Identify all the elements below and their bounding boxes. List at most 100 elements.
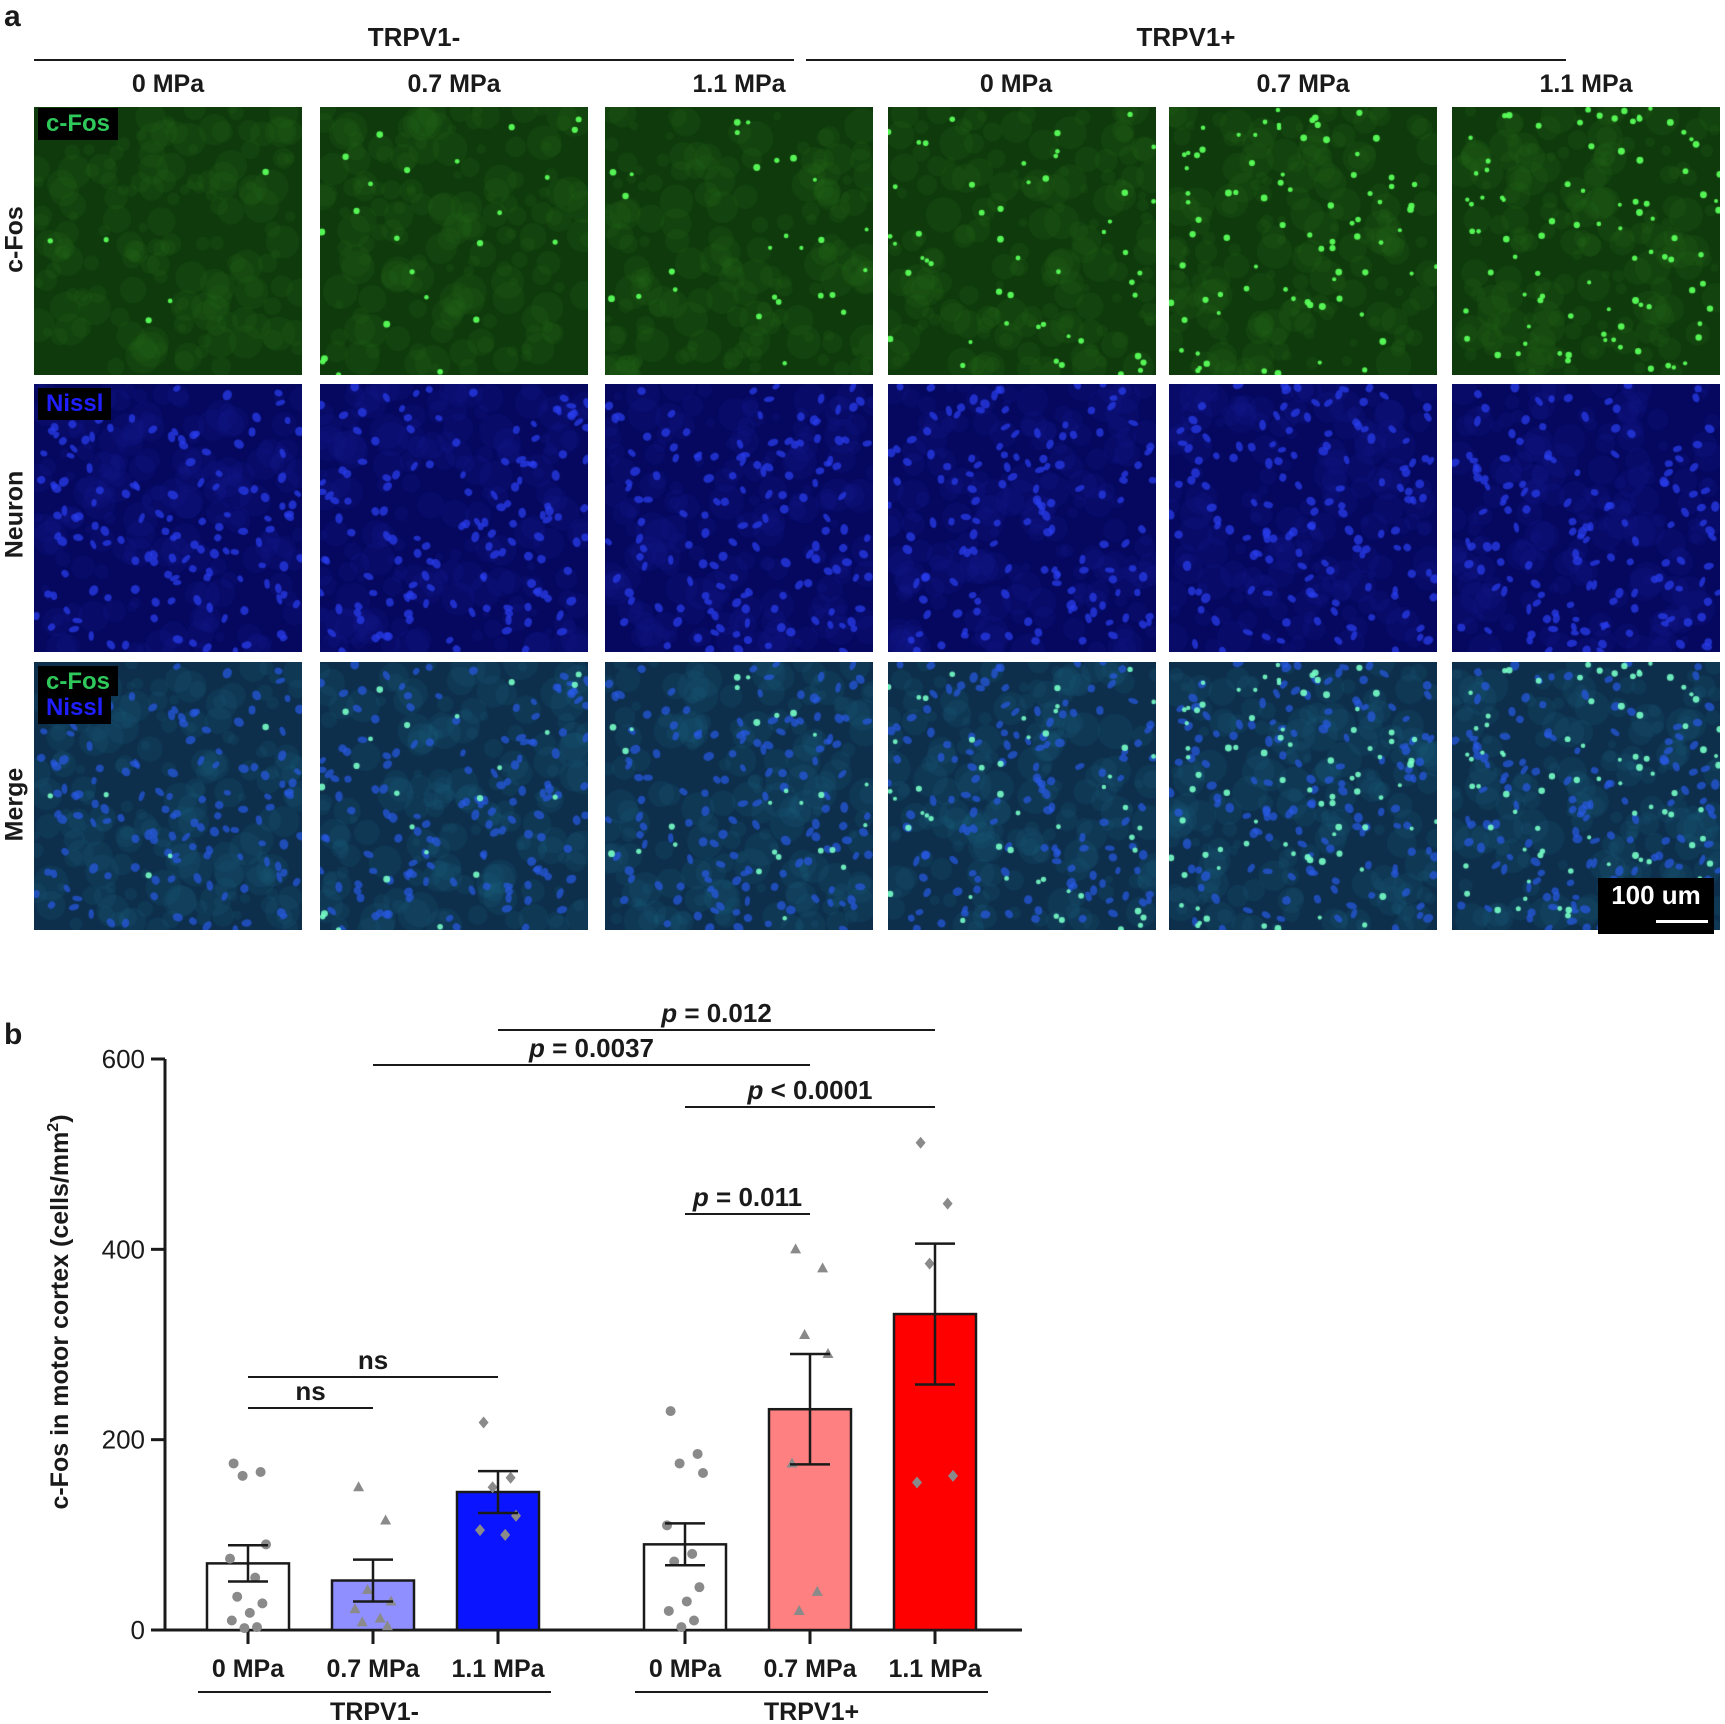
micrograph-merge-5 <box>1169 662 1437 930</box>
data-point <box>487 1481 498 1494</box>
scale-bar-label: 100 um <box>1611 880 1701 910</box>
data-point <box>681 1596 692 1607</box>
panel-b-letter: b <box>4 1018 23 1051</box>
row-label-merge: Merge <box>0 767 29 842</box>
data-point <box>687 1548 698 1559</box>
y-tick-label: 0 <box>131 1615 145 1645</box>
column-label: 0.7 MPa <box>1256 70 1350 98</box>
data-point <box>676 1622 687 1633</box>
data-point <box>500 1528 511 1541</box>
x-tick-label: 1.1 MPa <box>888 1655 982 1683</box>
column-label: 0.7 MPa <box>407 70 501 98</box>
x-tick-label: 1.1 MPa <box>451 1655 545 1683</box>
data-point <box>912 1476 922 1489</box>
data-point <box>232 1591 243 1602</box>
data-point <box>475 1524 485 1537</box>
column-label: 1.1 MPa <box>692 70 786 98</box>
channel-tag-nissl: Nissl <box>38 388 112 420</box>
data-point <box>692 1448 703 1459</box>
significance-label: p = 0.012 <box>660 998 772 1028</box>
data-point <box>239 1623 250 1634</box>
data-point <box>228 1458 239 1469</box>
y-tick-label: 600 <box>102 1044 145 1074</box>
data-point <box>380 1514 392 1525</box>
group-label: TRPV1- <box>330 1698 419 1724</box>
bars <box>205 1312 978 1632</box>
data-point <box>662 1520 672 1531</box>
data-point <box>226 1615 237 1626</box>
x-tick-label: 0 MPa <box>212 1655 285 1683</box>
micrograph-nissl-4 <box>888 384 1156 652</box>
column-label: 1.1 MPa <box>1539 70 1633 98</box>
data-point <box>942 1197 953 1210</box>
group-line-trpv1-pos <box>806 59 1566 61</box>
significance-label: ns <box>358 1345 388 1375</box>
axes: 0 200 400 600 0 MPa 0.7 MPa 1.1 MPa 0 MPa 0.7 MP… <box>102 1044 1022 1724</box>
significance-label: ns <box>295 1376 325 1406</box>
micrograph-nissl-1 <box>34 384 302 652</box>
y-tick-label: 400 <box>102 1234 145 1264</box>
significance-label: p = 0.0037 <box>528 1033 654 1063</box>
micrograph-nissl-2 <box>320 384 588 652</box>
data-point <box>811 1585 823 1596</box>
x-tick-label: 0.7 MPa <box>763 1655 857 1683</box>
data-point <box>924 1257 935 1270</box>
error-bars <box>228 1242 955 1603</box>
data-point <box>250 1572 261 1583</box>
data-point <box>381 1620 393 1631</box>
y-tick-label: 200 <box>102 1425 145 1455</box>
group-line-trpv1-neg <box>34 59 794 61</box>
data-point <box>252 1622 262 1633</box>
data-point <box>793 1604 805 1615</box>
micrograph-cfos-1 <box>34 107 302 375</box>
micrograph-cfos-2 <box>320 107 588 375</box>
micrograph-cfos-6 <box>1452 107 1720 375</box>
data-point <box>948 1469 958 1482</box>
channel-tag-cfos: c-Fos <box>38 108 119 140</box>
data-point <box>237 1470 248 1481</box>
data-point <box>478 1416 489 1429</box>
data-point <box>505 1471 516 1484</box>
data-point <box>915 1136 926 1149</box>
y-axis-label: c-Fos in motor cortex (cells/mm2) <box>45 1114 74 1509</box>
data-point <box>244 1607 255 1618</box>
data-point <box>255 1467 266 1478</box>
micrograph-merge-2 <box>320 662 588 930</box>
data-point <box>669 1556 680 1567</box>
data-point <box>799 1328 811 1339</box>
data-point <box>689 1615 699 1626</box>
data-point <box>374 1612 386 1623</box>
data-point <box>349 1603 361 1614</box>
group-label-trpv1-neg: TRPV1- <box>367 22 461 52</box>
data-point <box>257 1598 268 1609</box>
panel-a-letter: a <box>4 0 21 33</box>
scale-bar-line <box>1656 920 1708 923</box>
micrograph-nissl-5 <box>1169 384 1437 652</box>
x-tick-label: 0 MPa <box>649 1655 722 1683</box>
data-point <box>674 1458 685 1469</box>
micrograph-cfos-5 <box>1169 107 1437 375</box>
data-point <box>356 1616 368 1627</box>
row-label-cfos: c-Fos <box>0 206 29 273</box>
significance-label: p < 0.0001 <box>746 1075 872 1105</box>
data-point <box>362 1584 374 1595</box>
scale-bar: 100 um <box>1598 878 1714 934</box>
data-point <box>225 1553 235 1564</box>
column-label: 0 MPa <box>979 70 1053 98</box>
micrograph-merge-4 <box>888 662 1156 930</box>
column-label: 0 MPa <box>131 70 205 98</box>
data-point <box>663 1605 674 1616</box>
data-point <box>353 1481 365 1492</box>
micrograph-cfos-4 <box>888 107 1156 375</box>
micrograph-nissl-3 <box>605 384 873 652</box>
x-tick-label: 0.7 MPa <box>326 1655 420 1683</box>
data-point <box>665 1406 676 1417</box>
data-points <box>225 1136 958 1634</box>
micrograph-merge-3 <box>605 662 873 930</box>
significance-label: p = 0.011 <box>692 1182 802 1212</box>
group-label-trpv1-pos: TRPV1+ <box>1136 22 1236 52</box>
bar-chart: 0 200 400 600 0 MPa 0.7 MPa 1.1 MPa 0 MPa 0.7 MP… <box>45 998 1022 1724</box>
merge-tag-nissl: Nissl <box>38 694 112 724</box>
data-point <box>698 1467 708 1478</box>
